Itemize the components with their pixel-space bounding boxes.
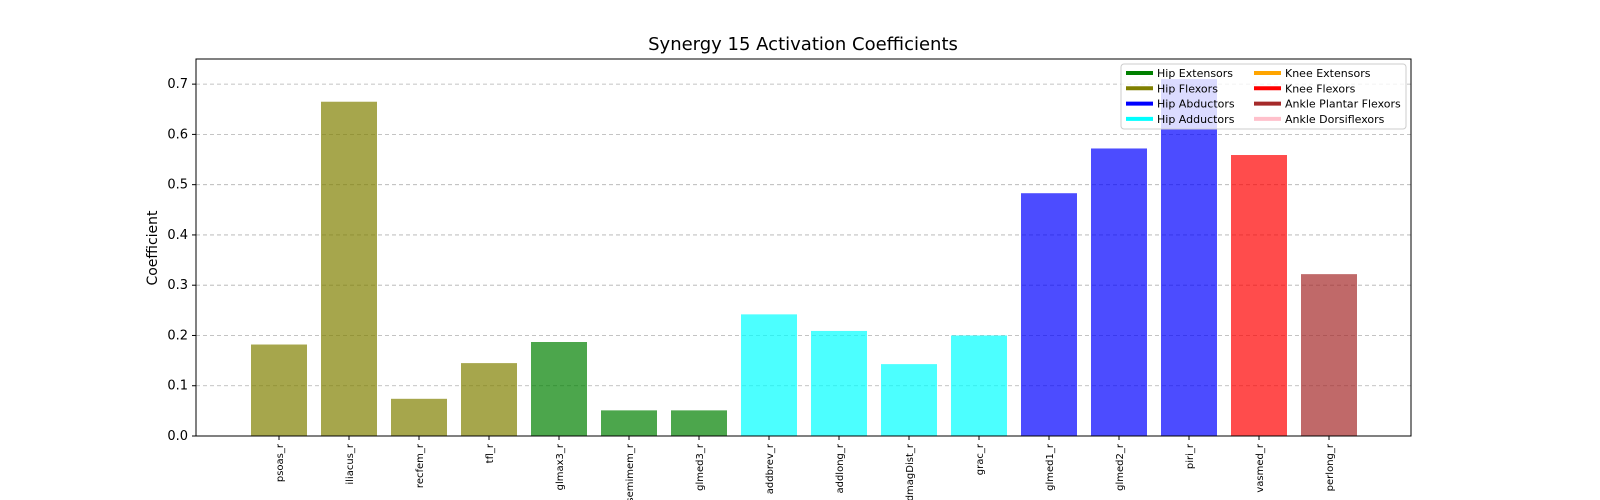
- legend-box: [1120, 63, 1407, 130]
- y-tick-label: 0.4: [167, 228, 188, 243]
- bar-iliacus_r: [321, 101, 377, 436]
- bar-addlong_r: [811, 330, 867, 436]
- x-axis: psoas_r iliacus_r recfem_r tfl_r glmax3_r sem…: [275, 436, 1336, 500]
- y-tick-label: 0.6: [167, 127, 188, 142]
- legend-entry: Hip Adductors: [1157, 113, 1235, 126]
- bar-perlong_r: [1301, 274, 1357, 436]
- x-tick-label: glmed2_r: [1115, 443, 1126, 491]
- chart-title: Synergy 15 Activation Coefficients: [648, 34, 958, 55]
- legend-entry: Ankle Dorsiflexors: [1285, 113, 1385, 126]
- x-tick-label: glmed3_r: [695, 443, 706, 491]
- y-tick-label: 0.1: [167, 379, 188, 394]
- x-tick-label: addmagDist_r: [905, 443, 916, 500]
- x-tick-label: addbrev_r: [765, 443, 776, 494]
- bar-glmed1_r: [1021, 193, 1077, 436]
- y-tick-label: 0.0: [167, 429, 188, 444]
- y-axis: 0.0 0.1 0.2 0.3 0.4 0.5 0.6 0.7: [167, 77, 196, 444]
- legend-entry: Knee Flexors: [1285, 82, 1356, 95]
- x-tick-label: piri_r: [1185, 443, 1196, 469]
- bar-recfem_r: [391, 398, 447, 436]
- bar-semimem_r: [601, 410, 657, 436]
- bar-psoas_r: [251, 344, 307, 436]
- bar-tfl_r: [461, 363, 517, 436]
- x-tick-label: tfl_r: [485, 443, 496, 463]
- legend-entry: Knee Extensors: [1285, 67, 1371, 80]
- legend-entry: Hip Flexors: [1157, 82, 1218, 95]
- y-tick-label: 0.7: [167, 77, 188, 92]
- x-tick-label: vasmed_r: [1255, 443, 1266, 492]
- x-tick-label: grac_r: [975, 443, 986, 475]
- bar-glmed3_r: [671, 410, 727, 436]
- bar-vasmed_r: [1231, 155, 1287, 436]
- x-tick-label: semimem_r: [625, 443, 636, 500]
- y-axis-label: Coefficient: [145, 210, 161, 286]
- x-tick-label: addlong_r: [835, 443, 846, 493]
- legend-entry: Ankle Plantar Flexors: [1285, 98, 1401, 111]
- x-tick-label: glmax3_r: [555, 443, 566, 490]
- legend-entry: Hip Abductors: [1157, 98, 1235, 111]
- plot-frame: [195, 58, 1412, 437]
- x-tick-label: perlong_r: [1325, 443, 1336, 491]
- bars: [251, 79, 1357, 437]
- y-tick-label: 0.3: [167, 278, 188, 293]
- bar-addbrev_r: [741, 314, 797, 436]
- y-tick-label: 0.2: [167, 328, 188, 343]
- x-tick-label: recfem_r: [415, 443, 426, 488]
- bar-glmax3_r: [531, 342, 587, 436]
- y-tick-label: 0.5: [167, 178, 188, 193]
- legend-entry: Hip Extensors: [1157, 67, 1233, 80]
- bar-glmed2_r: [1091, 148, 1147, 436]
- legend: Hip Extensors Hip Flexors Hip Abductors Hip…: [1120, 63, 1407, 130]
- bar-addmagDist_r: [881, 364, 937, 436]
- bar-piri_r: [1161, 79, 1217, 437]
- x-tick-label: iliacus_r: [345, 443, 356, 485]
- bar-grac_r: [951, 335, 1007, 436]
- x-tick-label: glmed1_r: [1045, 443, 1056, 491]
- x-tick-label: psoas_r: [275, 443, 286, 482]
